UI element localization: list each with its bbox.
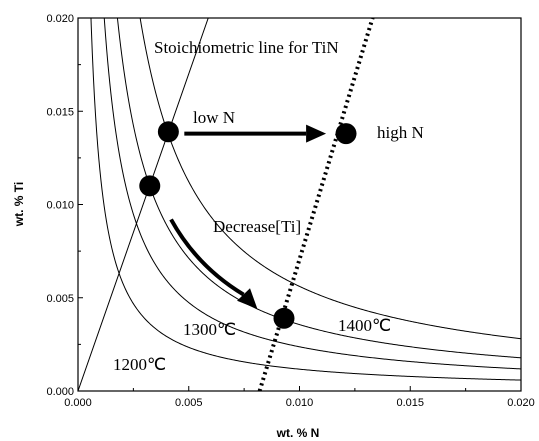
data-point-1 — [157, 121, 179, 143]
decrease-ti-label: Decrease[Ti] — [213, 217, 301, 236]
high-n-label: high N — [377, 123, 424, 142]
temp-label-1300: 1300℃ — [183, 320, 236, 339]
temp-label-1200: 1200℃ — [113, 355, 166, 374]
y-tick-label: 0.005 — [46, 293, 74, 305]
x-tick-label: 0.005 — [175, 397, 203, 409]
arrow-head-1 — [306, 124, 327, 143]
y-axis-title: wt. % Ti — [12, 182, 26, 227]
x-tick-label: 0.000 — [64, 397, 92, 409]
arrow-head-2 — [237, 288, 258, 309]
data-point-2 — [335, 123, 357, 145]
solubility-curve-2 — [103, 18, 521, 370]
x-tick-label: 0.010 — [286, 397, 314, 409]
x-axis-title: wt. % N — [276, 426, 320, 440]
x-tick-label: 0.015 — [396, 397, 424, 409]
data-point-4 — [273, 307, 295, 329]
temp-label-1400: 1400℃ — [338, 316, 391, 335]
low-n-label: low N — [193, 108, 235, 127]
plot-frame — [77, 17, 522, 392]
y-tick-label: 0.000 — [46, 386, 74, 398]
y-tick-label: 0.010 — [46, 200, 74, 212]
x-tick-label: 0.020 — [507, 397, 535, 409]
y-tick-label: 0.015 — [46, 106, 74, 118]
stoichiometric-line-2 — [257, 18, 375, 391]
solubility-curve-3 — [116, 18, 521, 359]
stoichiometric-line-label: Stoichiometric line for TiN — [154, 38, 339, 57]
solubility-curve-4 — [139, 18, 521, 340]
solubility-curve-1 — [90, 18, 521, 381]
y-tick-label: 0.020 — [46, 13, 74, 25]
stoichiometric-line-1 — [78, 18, 209, 391]
arrow-shaft-2 — [169, 218, 245, 297]
data-point-3 — [139, 175, 161, 197]
